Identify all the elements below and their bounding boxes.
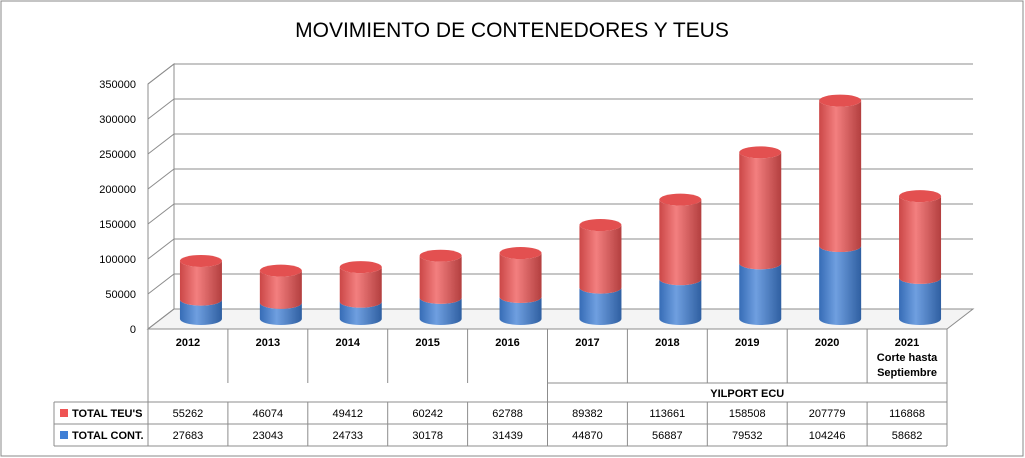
bar-cont-2019 bbox=[739, 263, 782, 325]
bar-top-cap-2020 bbox=[819, 94, 862, 107]
gridline bbox=[147, 308, 973, 330]
gridline bbox=[147, 203, 973, 225]
bar-teus-2012 bbox=[179, 260, 222, 306]
table-cell: 31439 bbox=[492, 430, 523, 442]
y-tick-label: 50000 bbox=[105, 289, 136, 301]
category-label: 2017 bbox=[575, 337, 599, 349]
y-tick-label: 250000 bbox=[99, 149, 136, 161]
bar-top-cap-2017 bbox=[579, 219, 622, 232]
table-cell: 104246 bbox=[809, 430, 846, 442]
category-label: 2018 bbox=[655, 337, 679, 349]
bar-teus-2020 bbox=[819, 100, 862, 253]
table-cell: 46074 bbox=[253, 408, 284, 420]
y-tick-label: 200000 bbox=[99, 184, 136, 196]
gridline bbox=[147, 63, 973, 85]
table-cell: 79532 bbox=[732, 430, 763, 442]
table-cell: 89382 bbox=[572, 408, 603, 420]
bar-teus-2017 bbox=[579, 225, 622, 294]
plot-area: 0 50000 100000 150000 200000 250000 300000 3500… bbox=[99, 62, 975, 336]
bar-cont-2014 bbox=[339, 301, 382, 325]
bar-cont-2017 bbox=[579, 287, 622, 325]
category-sublabel: Corte hasta bbox=[877, 352, 938, 364]
category-label: 2013 bbox=[256, 337, 280, 349]
bar-top-cap-2018 bbox=[659, 193, 702, 206]
chart-title: MOVIMIENTO DE CONTENEDORES Y TEUS bbox=[295, 19, 729, 42]
bar-teus-2015 bbox=[419, 255, 462, 304]
bar-top-cap-2015 bbox=[419, 249, 462, 262]
bar-cont-2015 bbox=[419, 297, 462, 325]
table-cell: 56887 bbox=[652, 430, 683, 442]
table-cell: 62788 bbox=[492, 408, 523, 420]
y-tick-label: 0 bbox=[130, 324, 136, 336]
category-label: 2014 bbox=[336, 337, 361, 349]
bar-cont-2013 bbox=[259, 302, 302, 325]
side-wall bbox=[147, 62, 175, 331]
legend-swatch bbox=[60, 409, 68, 417]
table-cell: 113661 bbox=[649, 408, 685, 420]
group-label: YILPORT ECU bbox=[710, 388, 784, 400]
gridline bbox=[147, 238, 973, 260]
table-cell: 24733 bbox=[332, 430, 363, 442]
legend-swatch bbox=[60, 431, 68, 439]
table-cell: 23043 bbox=[253, 430, 284, 442]
bar-cont-2012 bbox=[179, 299, 222, 325]
table-cell: 27683 bbox=[173, 430, 204, 442]
category-label: 2016 bbox=[495, 337, 519, 349]
table-cell: 158508 bbox=[729, 408, 766, 420]
bar-top-cap-2012 bbox=[179, 254, 222, 267]
legend-label: TOTAL CONT. bbox=[72, 430, 144, 442]
table-cell: 30178 bbox=[412, 430, 443, 442]
gridline bbox=[147, 168, 973, 190]
table-cell: 55262 bbox=[173, 408, 204, 420]
bar-teus-2016 bbox=[499, 253, 542, 303]
bar-top-cap-2013 bbox=[259, 264, 302, 277]
bar-teus-2014 bbox=[339, 267, 382, 308]
table-cell: 58682 bbox=[892, 430, 923, 442]
category-label: 2019 bbox=[735, 337, 759, 349]
bar-cont-2021 bbox=[899, 277, 942, 325]
category-sublabel: Septiembre bbox=[877, 367, 937, 379]
table-cell: 116868 bbox=[889, 408, 925, 420]
table-cell: 60242 bbox=[412, 408, 443, 420]
bar-top-cap-2014 bbox=[339, 261, 382, 274]
category-label: 2020 bbox=[815, 337, 839, 349]
bar-cont-2020 bbox=[819, 246, 862, 325]
category-label: 2015 bbox=[415, 337, 439, 349]
table-cell: 44870 bbox=[572, 430, 603, 442]
bar-top-cap-2021 bbox=[899, 190, 942, 203]
bar-cont-2018 bbox=[659, 279, 702, 325]
y-tick-label: 300000 bbox=[99, 114, 136, 126]
bar-teus-2013 bbox=[259, 270, 302, 309]
y-tick-label: 100000 bbox=[99, 254, 136, 266]
data-table: 2012 2013 2014 2015 2016 2017 2018 2019 2020 2021… bbox=[53, 328, 948, 447]
table-cell: 49412 bbox=[332, 408, 363, 420]
bar-top-cap-2016 bbox=[499, 247, 542, 260]
bar-cont-2016 bbox=[499, 296, 542, 325]
category-label: 2021 bbox=[895, 337, 919, 349]
bar-top-cap-2019 bbox=[739, 146, 782, 159]
bar-teus-2019 bbox=[739, 152, 782, 270]
y-tick-label: 350000 bbox=[99, 79, 136, 91]
gridline bbox=[147, 273, 973, 295]
gridline bbox=[147, 98, 973, 120]
bar-teus-2021 bbox=[899, 196, 942, 284]
table-cell: 207779 bbox=[809, 408, 846, 420]
legend-label: TOTAL TEU'S bbox=[72, 408, 142, 420]
y-tick-label: 150000 bbox=[99, 219, 136, 231]
category-label: 2012 bbox=[176, 337, 200, 349]
bar-teus-2018 bbox=[659, 199, 702, 286]
gridline bbox=[147, 133, 973, 155]
